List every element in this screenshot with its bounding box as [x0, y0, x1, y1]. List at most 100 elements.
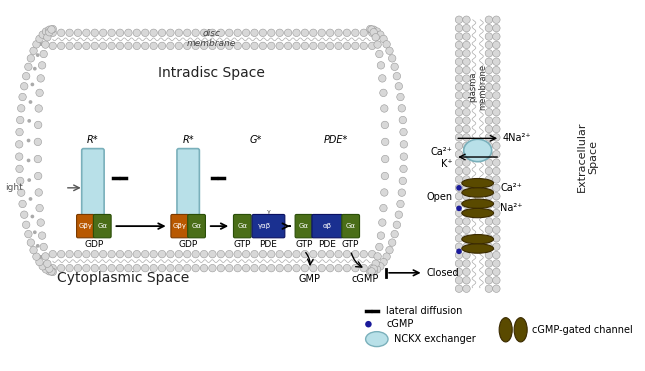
- Circle shape: [368, 250, 376, 258]
- Circle shape: [455, 184, 462, 191]
- Circle shape: [375, 50, 383, 58]
- Circle shape: [108, 29, 115, 36]
- Circle shape: [318, 265, 326, 272]
- Circle shape: [158, 250, 166, 258]
- Circle shape: [455, 33, 462, 40]
- Circle shape: [398, 189, 406, 196]
- Circle shape: [493, 16, 500, 23]
- Circle shape: [493, 117, 500, 124]
- Circle shape: [108, 42, 115, 50]
- Circle shape: [43, 266, 50, 273]
- Circle shape: [391, 63, 399, 70]
- Circle shape: [301, 29, 309, 36]
- Circle shape: [259, 42, 266, 50]
- Circle shape: [38, 232, 46, 239]
- Text: R*: R*: [87, 135, 99, 145]
- Circle shape: [293, 250, 300, 258]
- Circle shape: [226, 250, 233, 258]
- Circle shape: [485, 268, 493, 276]
- Circle shape: [462, 75, 470, 82]
- Ellipse shape: [462, 199, 493, 209]
- Circle shape: [493, 100, 500, 108]
- Circle shape: [25, 230, 32, 238]
- Circle shape: [83, 29, 90, 36]
- Circle shape: [380, 258, 387, 266]
- Circle shape: [455, 159, 462, 166]
- Circle shape: [33, 230, 37, 234]
- Circle shape: [57, 29, 65, 36]
- Circle shape: [462, 142, 470, 150]
- Circle shape: [397, 93, 404, 101]
- Circle shape: [49, 42, 57, 50]
- Circle shape: [301, 42, 309, 50]
- Circle shape: [462, 83, 470, 91]
- Circle shape: [326, 265, 334, 272]
- Circle shape: [293, 29, 300, 36]
- Circle shape: [360, 265, 368, 272]
- Circle shape: [493, 58, 500, 66]
- Circle shape: [485, 285, 493, 292]
- Circle shape: [493, 83, 500, 91]
- Circle shape: [352, 29, 359, 36]
- Circle shape: [352, 250, 359, 258]
- Circle shape: [30, 83, 34, 86]
- Circle shape: [455, 41, 462, 49]
- Circle shape: [455, 108, 462, 116]
- Text: Gα: Gα: [299, 223, 309, 229]
- Circle shape: [42, 253, 49, 260]
- Circle shape: [318, 250, 326, 258]
- Circle shape: [374, 41, 381, 48]
- Circle shape: [91, 29, 99, 36]
- Circle shape: [43, 34, 46, 38]
- Circle shape: [21, 211, 28, 219]
- Circle shape: [310, 265, 317, 272]
- Circle shape: [335, 29, 342, 36]
- Circle shape: [243, 42, 250, 50]
- Circle shape: [360, 250, 368, 258]
- Circle shape: [485, 83, 493, 91]
- Circle shape: [33, 253, 40, 260]
- Circle shape: [21, 82, 28, 90]
- Circle shape: [485, 66, 493, 74]
- Circle shape: [166, 265, 174, 272]
- Circle shape: [493, 184, 500, 191]
- Circle shape: [455, 75, 462, 82]
- Circle shape: [83, 42, 90, 50]
- Circle shape: [343, 29, 351, 36]
- Circle shape: [493, 226, 500, 234]
- Circle shape: [365, 321, 372, 328]
- Circle shape: [493, 268, 500, 276]
- Circle shape: [399, 116, 406, 124]
- Circle shape: [28, 197, 32, 201]
- Circle shape: [23, 72, 30, 80]
- Circle shape: [66, 265, 74, 272]
- Circle shape: [485, 218, 493, 225]
- Circle shape: [19, 93, 26, 101]
- Ellipse shape: [514, 318, 527, 342]
- Circle shape: [388, 55, 396, 62]
- Circle shape: [343, 42, 351, 50]
- Circle shape: [28, 100, 32, 104]
- Circle shape: [462, 184, 470, 191]
- Circle shape: [43, 263, 46, 267]
- Circle shape: [209, 265, 216, 272]
- Circle shape: [462, 92, 470, 99]
- Circle shape: [455, 83, 462, 91]
- Circle shape: [493, 151, 500, 158]
- Circle shape: [150, 265, 157, 272]
- FancyBboxPatch shape: [82, 149, 104, 227]
- Circle shape: [40, 50, 48, 58]
- Circle shape: [268, 42, 275, 50]
- Circle shape: [485, 260, 493, 267]
- Circle shape: [455, 218, 462, 225]
- Text: Intradisc Space: Intradisc Space: [158, 66, 265, 80]
- Circle shape: [400, 141, 408, 148]
- Circle shape: [42, 41, 49, 48]
- Circle shape: [209, 42, 216, 50]
- Circle shape: [17, 189, 25, 196]
- Circle shape: [493, 193, 500, 200]
- Circle shape: [243, 265, 250, 272]
- Text: GTP: GTP: [295, 240, 313, 249]
- Circle shape: [380, 204, 387, 212]
- Text: Gα: Gα: [346, 223, 355, 229]
